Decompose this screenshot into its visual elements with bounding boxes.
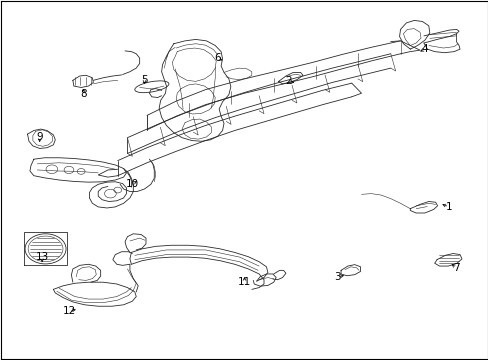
Text: 6: 6 <box>214 53 221 63</box>
Text: 7: 7 <box>452 263 459 273</box>
Text: 3: 3 <box>333 272 340 282</box>
Text: 11: 11 <box>237 277 251 287</box>
Text: 9: 9 <box>36 132 43 142</box>
Text: 10: 10 <box>125 179 139 189</box>
Text: 4: 4 <box>421 44 427 54</box>
Text: 5: 5 <box>141 75 147 85</box>
Text: 2: 2 <box>285 76 291 86</box>
Text: 8: 8 <box>80 89 87 99</box>
Text: 13: 13 <box>36 252 49 262</box>
Text: 12: 12 <box>62 306 76 316</box>
Text: 1: 1 <box>445 202 452 212</box>
